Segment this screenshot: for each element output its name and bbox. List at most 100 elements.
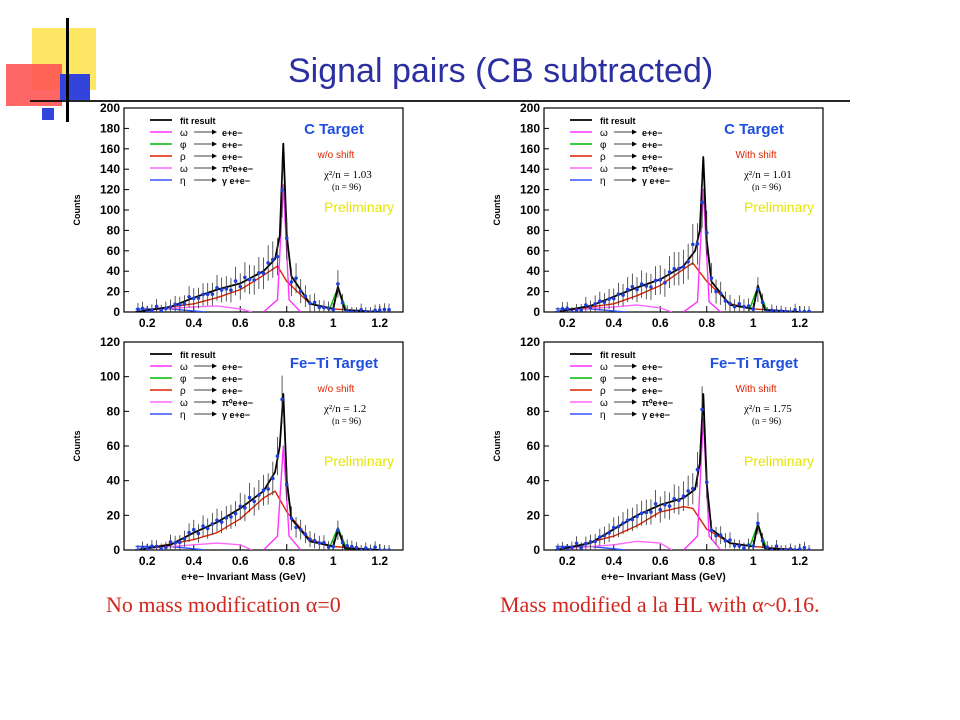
data-point <box>243 506 247 510</box>
legend-symbol: ω <box>180 362 188 373</box>
legend-symbol: η <box>180 410 186 421</box>
legend-decay: π⁰e+e− <box>642 398 673 408</box>
data-point <box>709 528 714 532</box>
y-axis-label: Counts <box>492 195 502 226</box>
data-point <box>598 299 602 303</box>
data-point <box>630 517 635 522</box>
data-point <box>317 305 322 310</box>
data-point <box>616 524 621 529</box>
data-point <box>732 543 737 548</box>
caption-right: Mass modified a la HL with α~0.16. <box>500 592 820 617</box>
legend-decay: e+e− <box>642 152 663 162</box>
data-point <box>284 482 289 487</box>
data-point <box>779 548 783 550</box>
data-point <box>247 277 252 282</box>
data-point <box>233 279 238 283</box>
data-point <box>247 495 252 500</box>
data-point <box>574 541 579 546</box>
target-label: C Target <box>304 121 364 138</box>
data-point <box>229 515 233 519</box>
y-tick-label: 140 <box>100 162 120 176</box>
data-point <box>345 308 349 312</box>
data-point <box>303 532 308 536</box>
y-tick-label: 0 <box>113 305 120 319</box>
series-line-0 <box>135 393 380 550</box>
series-line-4 <box>567 540 673 550</box>
data-point <box>784 310 788 312</box>
legend-arrowhead <box>212 165 217 171</box>
data-point <box>607 297 611 301</box>
legend-symbol: η <box>180 176 186 187</box>
x-tick-label: 0.2 <box>139 554 156 568</box>
legend-arrowhead <box>632 363 637 369</box>
y-tick-label: 60 <box>527 244 541 258</box>
n-label: (n = 96) <box>332 416 361 426</box>
data-point <box>658 277 663 282</box>
y-tick-label: 40 <box>527 474 541 488</box>
data-point <box>140 306 145 311</box>
data-point <box>368 310 373 312</box>
data-point <box>308 301 312 306</box>
data-point <box>164 306 168 311</box>
plot-area <box>555 156 811 312</box>
chart-feti-target-with-shift: Counts 0 20 40 60 80 100 120 0.2 0.4 0.6 0.8 1 1.2 e+e… <box>492 335 824 583</box>
x-tick-label: 0.6 <box>652 316 669 330</box>
legend-decay: γ e+e− <box>642 410 670 420</box>
data-point <box>312 300 317 305</box>
x-tick-label: 1 <box>330 554 337 568</box>
series-line-0 <box>555 156 800 312</box>
data-point <box>560 306 565 311</box>
x-tick-label: 0.2 <box>559 316 576 330</box>
preliminary-label: Preliminary <box>744 199 814 215</box>
data-point <box>788 547 793 550</box>
data-point <box>556 547 560 550</box>
y-tick-label: 160 <box>520 142 540 156</box>
data-point <box>233 511 238 516</box>
y-tick-label: 200 <box>520 101 540 115</box>
data-point <box>294 525 298 530</box>
legend-decay: e+e− <box>642 374 663 384</box>
data-point <box>653 501 658 506</box>
data-point <box>649 285 653 289</box>
legend-decay: e+e− <box>222 374 243 384</box>
data-point <box>593 302 597 306</box>
legend-arrowhead <box>632 165 637 171</box>
data-point <box>159 547 163 550</box>
data-point <box>770 548 774 550</box>
x-tick-label: 0.4 <box>185 316 202 330</box>
data-point <box>298 527 303 532</box>
data-point <box>779 309 783 312</box>
data-point <box>686 489 690 493</box>
n-label: (n = 96) <box>332 182 361 192</box>
data-point <box>607 530 611 535</box>
data-point <box>714 289 718 294</box>
data-point <box>382 548 387 550</box>
data-point <box>793 308 797 312</box>
data-point <box>224 287 229 291</box>
shift-label: w/o shift <box>317 150 355 161</box>
data-point <box>728 301 732 306</box>
data-point <box>168 540 173 544</box>
data-point <box>210 292 215 296</box>
legend-arrowhead <box>632 399 637 405</box>
data-point <box>150 308 154 312</box>
data-point <box>373 308 377 312</box>
data-point <box>667 270 672 274</box>
x-tick-label: 1.2 <box>791 316 808 330</box>
legend-decay: e+e− <box>222 128 243 138</box>
y-tick-label: 160 <box>100 142 120 156</box>
data-point <box>765 545 769 550</box>
y-tick-label: 0 <box>113 543 120 557</box>
data-point <box>598 535 602 539</box>
series-line-1 <box>683 188 722 312</box>
chart-feti-target-no-shift: Counts 0 20 40 60 80 100 120 0.2 0.4 0.6 0.8 1 1.2 e+e… <box>72 335 404 583</box>
y-axis-label: Counts <box>492 431 502 462</box>
data-point <box>625 287 630 292</box>
panel-c-target-with-shift: Counts 0 20 40 60 80 100 120 140 160 180 200 0.2 0.4 0… <box>490 101 835 336</box>
legend-label-fit: fit result <box>600 116 636 126</box>
data-point <box>653 278 658 283</box>
preliminary-label: Preliminary <box>324 199 394 215</box>
x-tick-label: 0.6 <box>652 554 669 568</box>
data-point <box>275 454 280 458</box>
x-tick-label: 0.8 <box>698 316 715 330</box>
